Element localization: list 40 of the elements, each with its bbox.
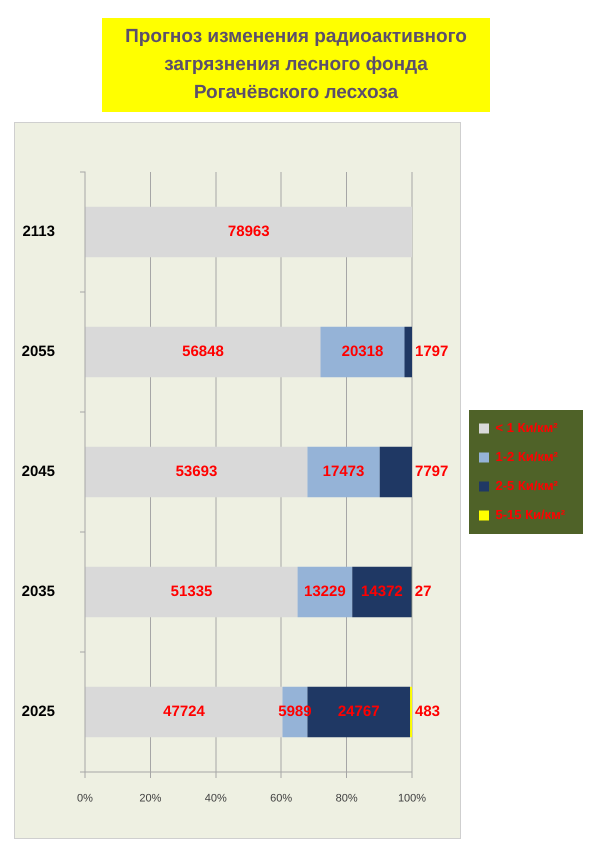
text: 1797 bbox=[415, 343, 448, 360]
y-tick-label: 2113 bbox=[22, 223, 55, 240]
text: 7797 bbox=[415, 463, 448, 480]
bar bbox=[86, 326, 320, 378]
annotation: 51335 bbox=[170, 583, 212, 600]
annotation: 14372 bbox=[361, 583, 403, 600]
y-tick-label: 2045 bbox=[22, 463, 55, 480]
legend-label: < 1 Ки/км² bbox=[496, 420, 558, 436]
text: 483 bbox=[415, 703, 440, 720]
bar bbox=[298, 566, 352, 618]
bar bbox=[380, 446, 412, 498]
bar bbox=[352, 566, 412, 618]
y-tick-label: 2035 bbox=[22, 583, 55, 600]
legend-label: 5-15 Ки/км² bbox=[496, 507, 566, 522]
bar bbox=[320, 326, 404, 378]
x-tick-label: 20% bbox=[139, 792, 162, 805]
annotation: 56848 bbox=[182, 343, 224, 360]
annotation: 53693 bbox=[176, 463, 218, 480]
bar bbox=[307, 446, 380, 498]
annotation: 13229 bbox=[304, 583, 346, 600]
annotation: 20318 bbox=[342, 343, 384, 360]
x-tick-label: 80% bbox=[336, 792, 358, 805]
annotation: 24767 bbox=[338, 703, 380, 720]
text: 27 bbox=[414, 583, 432, 600]
y-tick-label: 2025 bbox=[22, 703, 55, 720]
annotation: 17473 bbox=[322, 463, 364, 480]
legend-label: 2-5 Ки/км² bbox=[496, 478, 559, 494]
bar bbox=[86, 446, 308, 498]
y-tick-label: 2055 bbox=[22, 343, 55, 360]
x-tick-label: 0% bbox=[77, 792, 94, 805]
legend-label: 1-2 Ки/км² bbox=[496, 449, 559, 464]
annotation: 78963 bbox=[228, 223, 270, 240]
x-tick-label: 60% bbox=[270, 792, 292, 805]
bar bbox=[404, 326, 412, 378]
bar bbox=[86, 206, 412, 258]
annotation: 47724 bbox=[163, 703, 206, 720]
chart-title: Прогноз изменения радиоактивного загрязнения лесного фонда Рогачёвского лесхоза bbox=[102, 18, 490, 112]
x-tick-label: 40% bbox=[204, 792, 228, 805]
bar bbox=[86, 566, 298, 618]
x-tick-label: 100% bbox=[398, 792, 426, 805]
